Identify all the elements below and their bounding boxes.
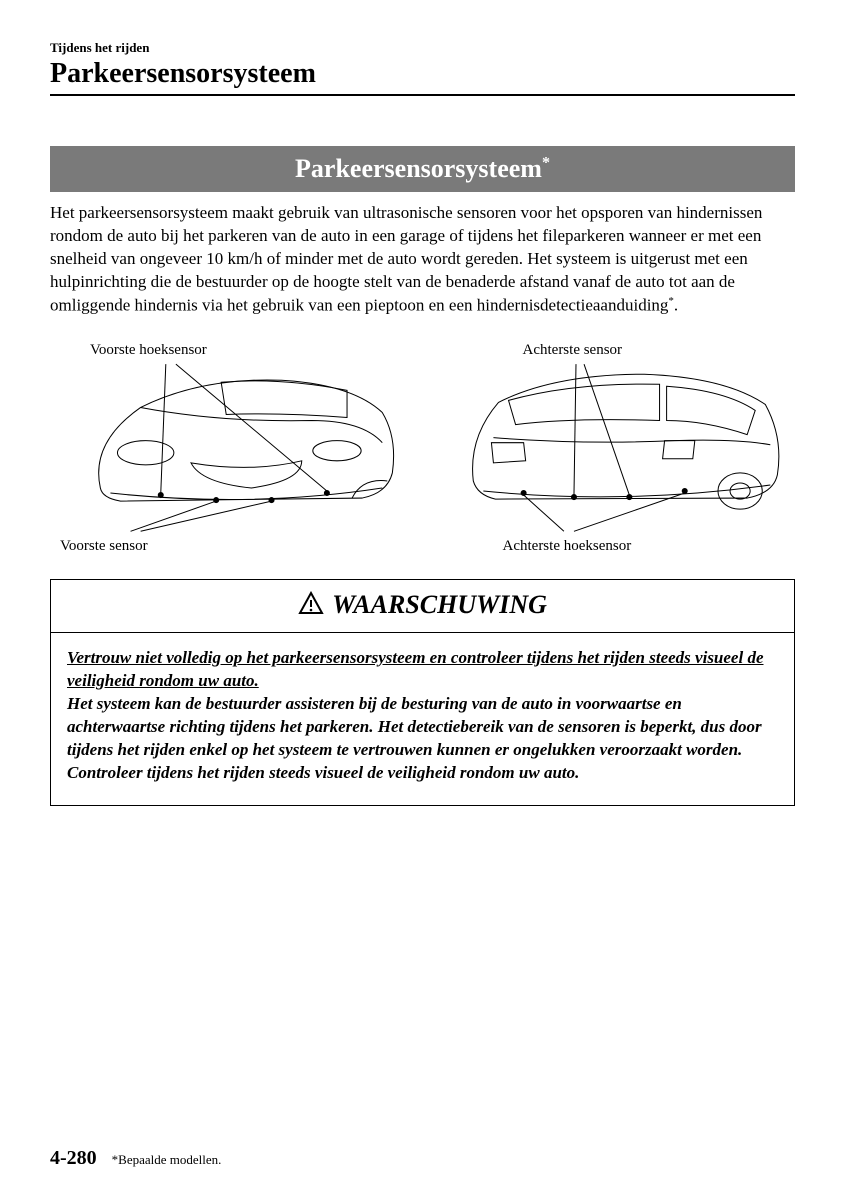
title-divider (50, 94, 795, 96)
rear-car-diagram: Achterste sensor (433, 342, 796, 548)
front-car-diagram: Voorste hoeksensor (50, 342, 413, 548)
footnote-text: Bepaalde modellen. (118, 1152, 221, 1167)
rear-top-label: Achterste sensor (523, 342, 623, 359)
body-period: . (674, 295, 678, 314)
rear-bottom-label: Achterste hoeksensor (503, 538, 632, 555)
front-bottom-label: Voorste sensor (60, 538, 148, 555)
warning-triangle-icon (298, 591, 324, 622)
front-top-label: Voorste hoeksensor (90, 342, 207, 359)
car-rear-illustration (433, 342, 796, 543)
page-header: Tijdens het rijden Parkeersensorsysteem (50, 40, 795, 96)
warning-header: WAARSCHUWING (51, 580, 794, 634)
section-title: Parkeersensorsysteem (295, 154, 542, 183)
footnote: *Bepaalde modellen. (112, 1152, 222, 1168)
diagrams-container: Voorste hoeksensor (50, 342, 795, 548)
body-text-content: Het parkeersensorsysteem maakt gebruik v… (50, 203, 762, 314)
section-title-asterisk: * (542, 154, 550, 171)
section-body: Het parkeersensorsysteem maakt gebruik v… (50, 202, 795, 317)
warning-emphasis-text: Vertrouw niet volledig op het parkeersen… (67, 648, 764, 690)
warning-body-text: Het systeem kan de bestuurder assisteren… (67, 694, 762, 782)
page-number: 4-280 (50, 1147, 97, 1170)
page-title: Parkeersensorsysteem (50, 58, 795, 90)
warning-title: WAARSCHUWING (332, 590, 547, 619)
breadcrumb: Tijdens het rijden (50, 40, 795, 56)
car-front-illustration (50, 342, 413, 543)
warning-box: WAARSCHUWING Vertrouw niet volledig op h… (50, 579, 795, 806)
warning-body: Vertrouw niet volledig op het parkeersen… (51, 633, 794, 805)
page-footer: 4-280 *Bepaalde modellen. (50, 1147, 795, 1170)
section-header-bar: Parkeersensorsysteem* (50, 146, 795, 192)
